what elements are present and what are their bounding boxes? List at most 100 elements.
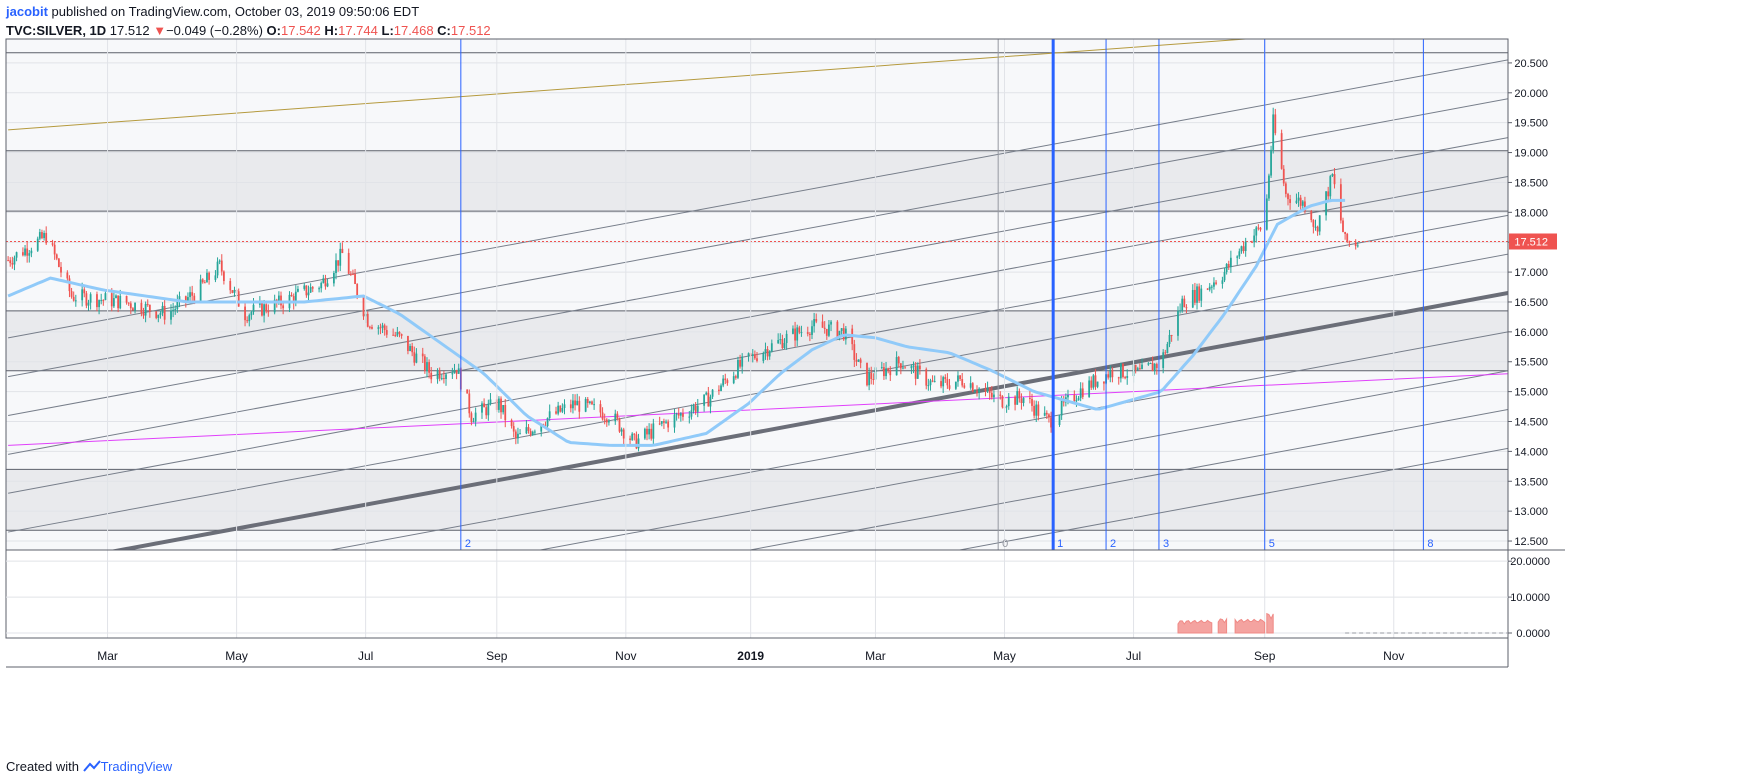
candle-body (1238, 251, 1241, 257)
candle-body (990, 392, 993, 398)
candle-body (1147, 363, 1150, 365)
low-value: 17.468 (393, 23, 434, 38)
candle-body (533, 431, 536, 433)
candle-body (529, 430, 532, 435)
candle-body (1270, 149, 1272, 176)
symbol-name[interactable]: TVC:SILVER, 1D (6, 23, 107, 38)
candle-body (267, 311, 270, 313)
candle-body (1073, 395, 1076, 402)
candle-body (1050, 417, 1052, 428)
candle-body (811, 326, 813, 335)
candle-body (265, 304, 268, 312)
candle-body (157, 314, 160, 318)
chart-header: jacobit published on TradingView.com, Oc… (6, 2, 491, 40)
candle-body (825, 328, 828, 336)
candle-body (1020, 398, 1023, 404)
candle-body (231, 290, 234, 293)
candle-body (1295, 200, 1298, 203)
candle-body (895, 357, 898, 376)
candle-body (885, 368, 887, 377)
candle-body (1185, 307, 1188, 309)
candle-body (813, 318, 816, 327)
candle-body (1344, 232, 1347, 234)
candle-body (1018, 391, 1021, 399)
tradingview-link[interactable]: TradingView (100, 759, 173, 774)
price-axis-label: 13.000 (1514, 506, 1548, 518)
candle-body (940, 381, 942, 387)
candle-body (880, 367, 883, 369)
volume-area (1266, 612, 1274, 634)
candle-body (1346, 233, 1349, 242)
candle-body (468, 393, 471, 414)
candle-body (1117, 377, 1120, 379)
fib-time-label: 2 (465, 538, 471, 550)
candle-body (237, 291, 240, 307)
candle-body (504, 405, 507, 421)
candle-body (916, 365, 919, 379)
candle-body (451, 373, 454, 375)
candle-body (125, 295, 128, 303)
candle-body (244, 306, 246, 321)
candle-body (1022, 397, 1025, 404)
candle-body (273, 299, 276, 313)
candle-body (732, 376, 735, 384)
candle-body (51, 243, 54, 245)
candle-body (1033, 405, 1036, 416)
symbol-legend: TVC:SILVER, 1D 17.512 ▼−0.049 (−0.28%) O… (6, 21, 491, 40)
candle-body (322, 278, 325, 283)
candle-body (297, 288, 299, 292)
candle-body (948, 385, 951, 389)
candle-body (696, 405, 699, 412)
candle-body (208, 272, 210, 280)
candle-body (690, 410, 693, 417)
candle-body (377, 327, 380, 329)
candle-body (159, 313, 162, 315)
candle-body (248, 315, 251, 322)
candle-body (897, 357, 900, 364)
candle-body (688, 416, 691, 418)
candle-body (22, 252, 24, 256)
candle-body (1289, 199, 1292, 203)
candle-body (781, 339, 784, 349)
candle-body (1081, 388, 1084, 397)
candle-body (15, 252, 18, 258)
candle-body (808, 333, 811, 335)
candle-body (280, 295, 282, 306)
candle-body (483, 403, 486, 408)
candle-body (622, 429, 625, 439)
last-price-badge (1509, 233, 1557, 250)
volume-axis-label: 10.0000 (1510, 592, 1550, 604)
candle-body (914, 365, 917, 379)
price-axis-label: 20.500 (1514, 58, 1548, 70)
candle-body (1181, 298, 1184, 311)
candle-body (371, 327, 373, 329)
author-link[interactable]: jacobit (6, 4, 48, 19)
candle-body (1122, 363, 1124, 378)
candle-body (899, 363, 902, 369)
candle-body (1196, 286, 1198, 303)
close-value: 17.512 (450, 23, 491, 38)
volume-axis-label: 0.0000 (1516, 628, 1550, 640)
pitchfork-line (8, 59, 1508, 339)
candle-body (1103, 381, 1105, 384)
price-axis-label: 16.500 (1514, 297, 1548, 309)
candle-body (591, 401, 593, 405)
price-axis-label: 17.000 (1514, 267, 1548, 279)
candle-body (146, 303, 149, 305)
candle-body (1225, 263, 1228, 273)
candle-body (1265, 198, 1268, 230)
high-value: 17.744 (338, 23, 378, 38)
candle-body (1280, 133, 1283, 169)
candle-body (931, 380, 934, 382)
candle-body (751, 354, 754, 356)
published-text: published on TradingView.com, October 03… (51, 4, 420, 19)
candle-body (341, 248, 344, 253)
candle-body (525, 427, 528, 434)
candle-body (1297, 197, 1300, 201)
price-pane-background (6, 39, 1508, 550)
candle-body (30, 250, 33, 254)
candle-body (660, 421, 663, 424)
volume-area (1217, 617, 1228, 634)
candle-body (428, 362, 430, 373)
